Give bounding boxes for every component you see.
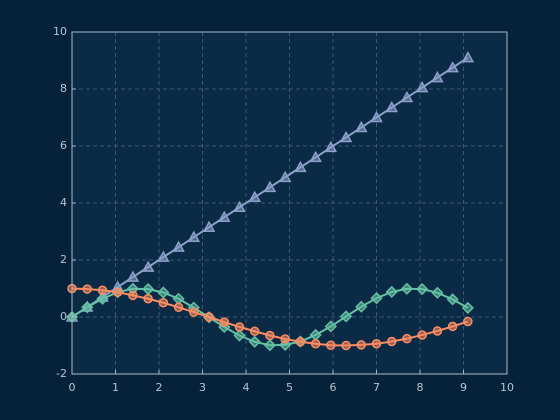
marker <box>187 230 201 242</box>
marker <box>356 340 367 350</box>
y-tick-label: 10 <box>53 25 67 38</box>
marker <box>141 260 155 272</box>
marker <box>447 321 458 332</box>
marker <box>370 110 383 123</box>
marker <box>263 339 276 352</box>
marker <box>96 292 109 305</box>
marker <box>400 282 414 295</box>
marker <box>233 200 246 213</box>
x-tick-label: 1 <box>112 381 119 394</box>
marker <box>81 301 94 314</box>
marker <box>204 312 214 322</box>
marker <box>248 190 261 203</box>
marker <box>295 337 306 347</box>
marker <box>112 287 123 297</box>
marker <box>234 322 245 332</box>
x-tick-label: 6 <box>330 381 337 394</box>
marker <box>355 120 368 133</box>
marker <box>173 302 184 313</box>
marker <box>446 61 459 73</box>
marker <box>326 340 336 350</box>
marker <box>400 91 414 103</box>
marker <box>341 340 351 351</box>
marker <box>417 330 427 340</box>
x-tick-label: 4 <box>243 381 250 394</box>
marker <box>371 339 382 349</box>
marker <box>431 71 444 83</box>
marker <box>233 329 246 342</box>
marker <box>128 290 138 301</box>
x-tick-label: 8 <box>417 381 424 394</box>
marker <box>432 326 443 336</box>
marker <box>263 180 277 193</box>
y-tick-label: 0 <box>60 310 67 323</box>
marker <box>202 220 216 232</box>
y-tick-label: 4 <box>60 196 67 209</box>
marker <box>386 336 397 347</box>
marker <box>280 334 290 344</box>
marker <box>172 240 185 252</box>
marker <box>265 330 275 341</box>
marker <box>415 81 429 93</box>
marker <box>461 301 474 314</box>
marker <box>416 283 429 296</box>
marker <box>158 298 169 308</box>
marker <box>461 51 475 63</box>
marker <box>82 284 92 294</box>
marker <box>219 317 229 327</box>
marker <box>385 285 398 298</box>
marker <box>339 310 353 323</box>
x-tick-label: 10 <box>500 381 514 394</box>
marker <box>446 293 459 306</box>
marker <box>248 335 261 348</box>
marker <box>309 150 322 163</box>
marker <box>370 292 383 305</box>
marker <box>97 285 108 295</box>
marker <box>324 140 338 153</box>
marker <box>217 210 231 222</box>
y-tick-label: 6 <box>60 139 67 152</box>
x-tick-label: 3 <box>199 381 206 394</box>
y-tick-label: 2 <box>60 253 67 266</box>
marker <box>385 100 398 113</box>
marker <box>355 300 368 313</box>
y-tick-label: -2 <box>56 367 67 380</box>
marker <box>278 170 292 183</box>
x-tick-label: 2 <box>156 381 163 394</box>
marker <box>143 294 153 304</box>
marker <box>431 286 444 299</box>
marker <box>294 160 307 173</box>
x-tick-label: 9 <box>460 381 467 394</box>
marker <box>339 130 353 143</box>
marker <box>324 320 337 333</box>
x-tick-label: 5 <box>286 381 293 394</box>
marker <box>463 316 473 327</box>
marker <box>157 250 170 262</box>
marker <box>310 339 321 349</box>
marker <box>189 307 199 317</box>
y-tick-label: 8 <box>60 82 67 95</box>
marker <box>249 326 260 336</box>
x-tick-label: 7 <box>373 381 380 394</box>
marker <box>402 333 412 344</box>
x-tick-label: 0 <box>69 381 76 394</box>
marker <box>157 286 170 299</box>
marker <box>126 270 140 282</box>
